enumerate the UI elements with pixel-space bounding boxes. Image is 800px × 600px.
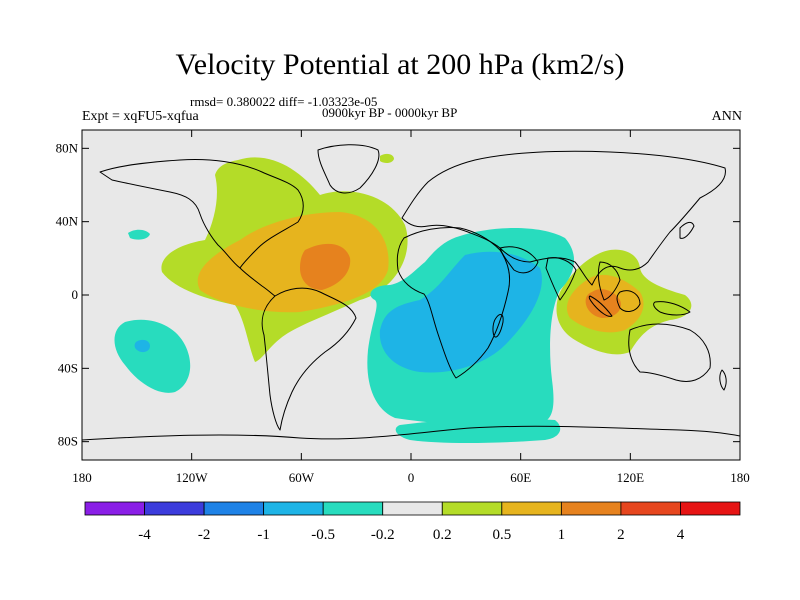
coast-indochina — [597, 261, 621, 301]
colorbar-box — [263, 501, 324, 516]
lat-tick-label: 0 — [72, 287, 79, 302]
lat-tick-label: 40S — [58, 360, 78, 375]
colorbar-box — [501, 501, 562, 516]
colorbar: -4 -2 -1 -0.5 -0.2 0.2 0.5 1 2 4 — [84, 501, 741, 543]
coast-japan — [679, 221, 695, 239]
coast-antarctica — [82, 425, 740, 441]
contour-layer — [114, 153, 692, 443]
coast-greenland — [317, 144, 380, 194]
colorbar-box — [680, 501, 741, 516]
contour-pacific-minus-0.5 — [134, 339, 150, 353]
coast-madagascar — [492, 314, 504, 338]
coast-central-america — [239, 267, 276, 297]
colorbar-label: -0.5 — [311, 527, 335, 543]
contour-pacific-minus-0.2 — [114, 319, 191, 393]
colorbar-box — [322, 501, 384, 516]
coast-north-america — [99, 159, 304, 269]
colorbar-label: 4 — [677, 527, 685, 543]
rmsd-diff-text: rmsd= 0.380022 diff= -1.03323e-05 — [190, 94, 378, 109]
colorbar-label: 0.2 — [433, 527, 452, 543]
colorbar-box — [382, 501, 443, 516]
coast-borneo — [616, 290, 641, 312]
coast-india — [545, 257, 577, 301]
experiment-label: Expt = xqFU5-xqfua — [82, 109, 199, 124]
coast-south-america — [261, 287, 357, 431]
lon-tick-label: 120E — [617, 470, 645, 485]
coast-arabia — [499, 246, 539, 274]
lat-tick-label: 40N — [56, 214, 79, 229]
contour-antarctic-minus-0.2 — [395, 418, 561, 443]
colorbar-label: 0.5 — [492, 527, 511, 543]
lon-tick-label: 180 — [72, 470, 92, 485]
colorbar-box — [203, 501, 265, 516]
coast-new-guinea — [653, 301, 691, 316]
map-axes: 80N 40N 0 40S 80S 180 120W 60W 0 60E 120E 180 — [56, 130, 750, 485]
contour-africa-minus-0.5 — [379, 251, 542, 373]
coastlines — [82, 144, 740, 441]
contour-arctic-small — [380, 153, 394, 164]
colorbar-box — [84, 501, 145, 516]
colorbar-label: 2 — [617, 527, 625, 543]
lon-tick-label: 60E — [510, 470, 531, 485]
lon-tick-label: 60W — [289, 470, 315, 485]
lat-tick-label: 80N — [56, 140, 79, 155]
coast-sumatra — [588, 295, 613, 317]
lat-tick-label: 80S — [58, 434, 78, 449]
coast-australia — [628, 323, 711, 382]
colorbar-box — [441, 501, 503, 516]
colorbar-label: -2 — [198, 527, 211, 543]
colorbar-label: 1 — [558, 527, 566, 543]
colorbar-label: -0.2 — [371, 527, 395, 543]
contour-maritime-1 — [585, 289, 621, 318]
contour-pacific-small — [128, 229, 150, 240]
colorbar-label: -4 — [138, 527, 151, 543]
lon-tick-label: 180 — [730, 470, 750, 485]
contour-americas-1 — [300, 243, 351, 290]
contour-americas-0.5 — [197, 212, 389, 313]
coast-africa — [396, 227, 511, 379]
map-title: Velocity Potential at 200 hPa (km2/s) — [175, 48, 625, 81]
colorbar-box — [560, 501, 622, 516]
lon-tick-label: 120W — [176, 470, 209, 485]
coast-new-zealand — [719, 369, 727, 391]
colorbar-box — [144, 501, 205, 516]
colorbar-box — [620, 501, 681, 516]
lon-tick-label: 0 — [408, 470, 415, 485]
season-label: ANN — [711, 109, 742, 124]
period-label: 0900kyr BP - 0000kyr BP — [322, 105, 458, 120]
colorbar-label: -1 — [257, 527, 270, 543]
